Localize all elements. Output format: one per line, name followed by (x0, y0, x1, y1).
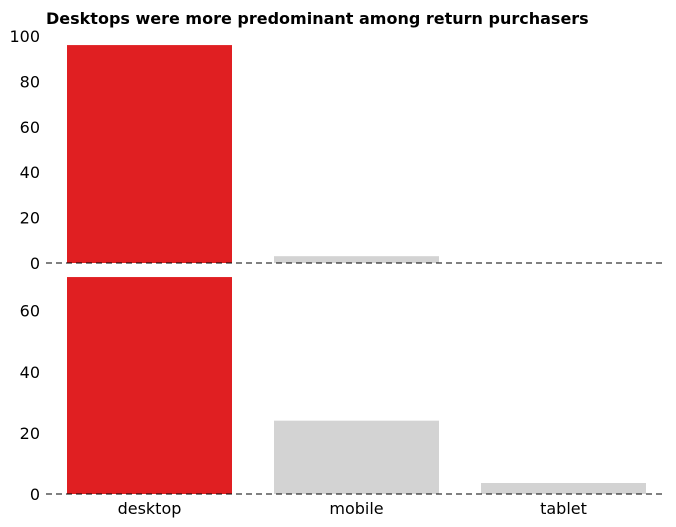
top-bar-desktop (67, 45, 232, 263)
top-y-tick-label: 80 (20, 72, 40, 91)
x-tick-label-mobile: mobile (329, 499, 383, 518)
bottom-bar-mobile (274, 420, 439, 494)
bottom-y-tick-label: 40 (20, 363, 40, 382)
bottom-y-tick-label: 20 (20, 424, 40, 443)
x-tick-label-tablet: tablet (540, 499, 587, 518)
top-y-tick-label: 100 (9, 27, 40, 46)
bottom-y-tick-label: 60 (20, 302, 40, 321)
bottom-bar-tablet (481, 483, 646, 494)
top-panel: 0 20 40 60 80 100 (9, 27, 666, 273)
bottom-y-tick-label: 0 (30, 485, 40, 504)
top-bar-mobile (274, 256, 439, 263)
top-y-tick-label: 20 (20, 209, 40, 228)
top-y-tick-label: 40 (20, 163, 40, 182)
x-tick-label-desktop: desktop (118, 499, 182, 518)
bottom-panel: 0 20 40 60 desktop mobile tablet (20, 277, 666, 518)
chart-title: Desktops were more predominant among ret… (46, 9, 589, 28)
bottom-bar-desktop (67, 277, 232, 494)
top-y-tick-label: 60 (20, 118, 40, 137)
top-y-tick-label: 0 (30, 254, 40, 273)
